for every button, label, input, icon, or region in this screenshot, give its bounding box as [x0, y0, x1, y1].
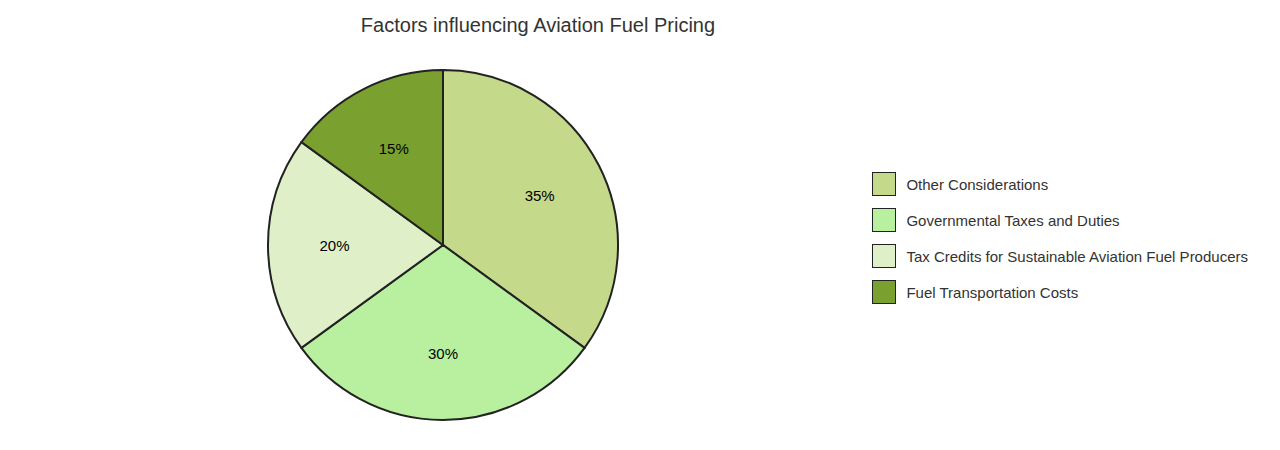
html-text:Other Considerations: Other Considerations	[906, 175, 1049, 193]
svg-text:35%: 35%	[525, 187, 555, 204]
html-text:Tax Credits for Sustainable Av: Tax Credits for Sustainable Aviation Fue…	[906, 247, 1248, 265]
html-text:Fuel Transportation Costs: Fuel Transportation Costs	[906, 283, 1079, 301]
svg-text:15%: 15%	[379, 140, 409, 157]
svg-text:30%: 30%	[428, 345, 458, 362]
html-text:Governmental Taxes and Duties: Governmental Taxes and Duties	[906, 211, 1120, 229]
html-text:Factors influencing Aviation F: Factors influencing Aviation Fuel Pricin…	[360, 14, 716, 36]
svg-text:20%: 20%	[319, 237, 349, 254]
